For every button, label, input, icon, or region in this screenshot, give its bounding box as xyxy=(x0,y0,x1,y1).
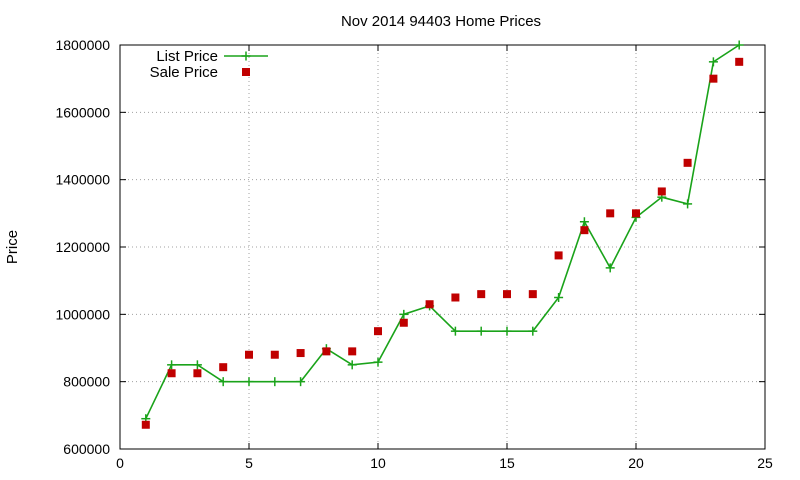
data-point xyxy=(399,318,408,327)
y-tick-label: 1600000 xyxy=(55,104,110,120)
data-point xyxy=(399,309,409,319)
data-point xyxy=(606,209,615,218)
data-point xyxy=(605,263,615,273)
y-tick-label: 1000000 xyxy=(55,306,110,322)
legend-item: Sale Price xyxy=(150,64,250,81)
data-point xyxy=(709,74,718,83)
data-point xyxy=(683,199,693,209)
data-point xyxy=(554,251,563,260)
data-point xyxy=(167,369,176,378)
y-tick-label: 1400000 xyxy=(55,172,110,188)
data-point xyxy=(192,360,202,370)
data-point xyxy=(477,290,486,299)
data-point xyxy=(734,40,744,50)
data-point xyxy=(296,349,305,358)
data-point xyxy=(476,326,486,336)
data-point xyxy=(528,326,538,336)
data-point xyxy=(347,360,357,370)
data-point xyxy=(322,347,331,356)
data-point xyxy=(270,377,280,387)
data-point xyxy=(245,350,253,359)
data-point xyxy=(632,209,640,218)
x-tick-label: 10 xyxy=(370,455,386,471)
series-line xyxy=(145,44,740,420)
x-tick-label: 25 xyxy=(757,455,773,471)
data-point xyxy=(219,363,228,372)
data-point xyxy=(425,300,434,309)
data-point xyxy=(296,377,306,387)
y-axis-label: Price xyxy=(4,230,21,264)
grid xyxy=(120,45,765,449)
data-point xyxy=(167,360,177,370)
data-point xyxy=(708,57,718,67)
data-point xyxy=(503,290,511,299)
data-point xyxy=(218,377,228,387)
data-point xyxy=(374,327,382,336)
data-point xyxy=(193,369,202,378)
data-point xyxy=(348,347,357,356)
x-tick-label: 15 xyxy=(499,455,515,471)
axes: 600000 800000 1000000 1200000 1400000 1600000… xyxy=(55,37,773,471)
x-tick-label: 20 xyxy=(628,455,644,471)
data-point xyxy=(554,293,564,302)
data-point xyxy=(270,350,279,359)
data-point xyxy=(579,217,589,227)
y-tick-label: 800000 xyxy=(63,374,110,390)
x-tick-label: 5 xyxy=(245,455,253,471)
data-point xyxy=(528,290,537,299)
data-point xyxy=(683,158,692,167)
data-point xyxy=(735,57,744,66)
data-point xyxy=(141,420,150,429)
data-point xyxy=(502,326,512,336)
legend-swatch-marker xyxy=(241,51,251,61)
legend-label: List Price xyxy=(156,48,218,65)
chart-title: Nov 2014 94403 Home Prices xyxy=(341,13,541,30)
legend-swatch-marker xyxy=(242,68,250,76)
data-point xyxy=(657,187,666,196)
y-tick-label: 600000 xyxy=(63,441,110,457)
y-tick-label: 1200000 xyxy=(55,239,110,255)
data-point xyxy=(580,226,589,235)
data-point xyxy=(244,377,254,387)
legend-label: Sale Price xyxy=(150,64,218,81)
x-tick-label: 0 xyxy=(116,455,124,471)
legend-item: List Price xyxy=(156,48,268,65)
series-sale-price xyxy=(141,57,744,429)
y-tick-label: 1800000 xyxy=(55,37,110,53)
data-point xyxy=(450,326,460,336)
series-list-price xyxy=(141,40,744,424)
data-point xyxy=(373,357,383,367)
series xyxy=(141,40,744,429)
data-point xyxy=(451,293,460,302)
